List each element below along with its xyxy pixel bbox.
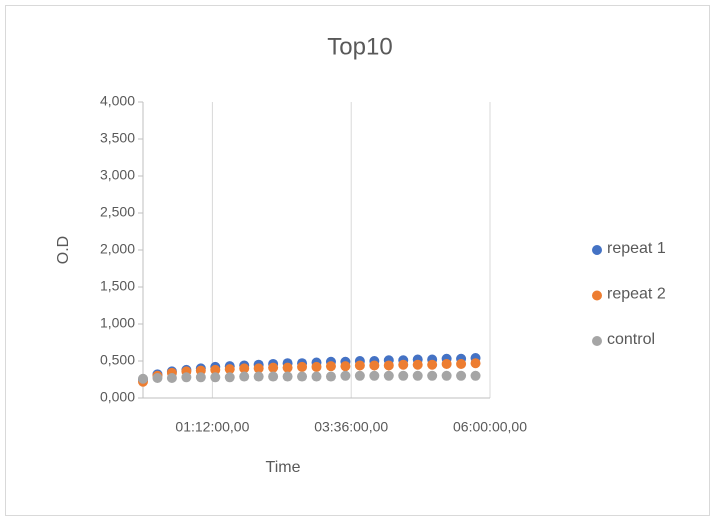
chart-title: Top10 xyxy=(327,33,392,60)
point xyxy=(427,359,438,370)
point xyxy=(268,362,279,373)
point xyxy=(224,372,235,383)
legend-marker xyxy=(592,290,602,301)
chart-border xyxy=(5,5,710,516)
point xyxy=(456,358,467,369)
point xyxy=(282,371,293,382)
legend-label: control xyxy=(607,331,655,348)
point xyxy=(470,370,481,381)
point xyxy=(427,370,438,381)
point xyxy=(253,363,264,374)
point xyxy=(398,359,409,370)
point xyxy=(398,370,409,381)
y-tick-label: 1,500 xyxy=(100,278,135,294)
y-tick-label: 3,500 xyxy=(100,130,135,146)
y-tick-label: 0,500 xyxy=(100,352,135,368)
x-tick-label: 06:00:00,00 xyxy=(453,419,527,435)
point xyxy=(456,370,467,381)
point xyxy=(268,371,279,382)
legend-label: repeat 1 xyxy=(607,240,666,257)
y-tick-label: 2,500 xyxy=(100,204,135,220)
point xyxy=(224,364,235,375)
point xyxy=(210,364,221,375)
point xyxy=(412,359,423,370)
point xyxy=(325,361,336,372)
point xyxy=(470,358,481,369)
point xyxy=(166,373,177,384)
point xyxy=(325,371,336,382)
point xyxy=(441,358,452,369)
point xyxy=(369,360,380,371)
x-axis-title: Time xyxy=(266,459,301,476)
point xyxy=(239,371,250,382)
point xyxy=(412,370,423,381)
point xyxy=(297,361,308,372)
point xyxy=(354,370,365,381)
point xyxy=(441,370,452,381)
point xyxy=(354,360,365,371)
point xyxy=(369,370,380,381)
y-tick-label: 1,000 xyxy=(100,315,135,331)
y-tick-label: 0,000 xyxy=(100,389,135,405)
point xyxy=(195,372,206,383)
point xyxy=(282,362,293,373)
y-tick-label: 3,000 xyxy=(100,167,135,183)
y-axis-title: O.D xyxy=(55,236,72,264)
point xyxy=(181,372,192,383)
point xyxy=(311,361,322,372)
x-tick-label: 01:12:00,00 xyxy=(175,419,249,435)
legend-marker xyxy=(592,245,602,255)
point xyxy=(383,370,394,381)
point xyxy=(210,372,221,383)
point xyxy=(383,360,394,371)
point xyxy=(239,363,250,374)
point xyxy=(340,370,351,381)
point xyxy=(138,373,148,384)
legend-label: repeat 2 xyxy=(607,286,666,303)
y-tick-label: 2,000 xyxy=(100,241,135,257)
x-tick-label: 03:36:00,00 xyxy=(314,419,388,435)
point xyxy=(253,371,264,382)
point xyxy=(340,361,351,372)
point xyxy=(311,371,322,382)
point xyxy=(152,373,163,384)
y-tick-label: 4,000 xyxy=(100,93,135,109)
point xyxy=(297,371,308,382)
legend-marker xyxy=(592,336,602,346)
